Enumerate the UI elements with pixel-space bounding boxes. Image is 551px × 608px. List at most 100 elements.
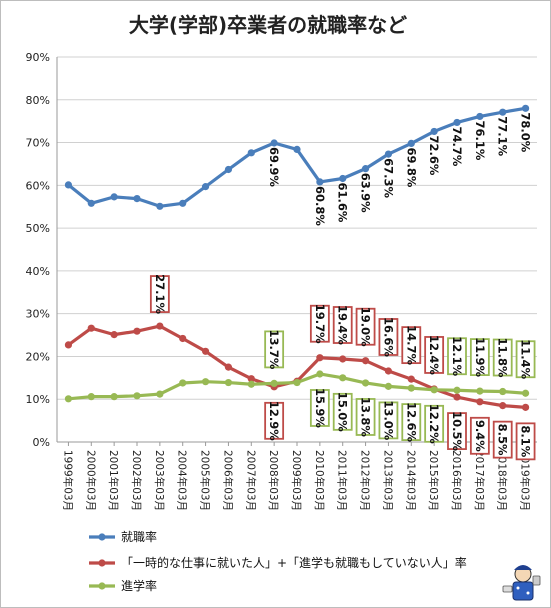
y-tick-label: 80% xyxy=(26,94,50,107)
data-label: 60.8% xyxy=(313,186,327,226)
data-point xyxy=(293,378,301,387)
data-label-box xyxy=(309,389,330,427)
x-tick-label: 2003年03月 xyxy=(153,450,166,511)
data-label-box xyxy=(401,326,422,365)
data-point xyxy=(224,165,233,174)
data-label-group: 19.4% xyxy=(332,305,353,345)
data-label-box xyxy=(469,416,490,455)
data-label: 74.7% xyxy=(450,126,464,166)
data-label-box xyxy=(515,422,536,461)
data-label: 10.5% xyxy=(450,411,464,451)
series-lines xyxy=(64,104,530,411)
data-label-group: 74.7% xyxy=(450,126,464,166)
chart-title: 大学(学部)卒業者の就職率など xyxy=(129,13,407,37)
data-label-group: 61.6% xyxy=(336,183,350,223)
data-label-group: 13.7% xyxy=(264,329,285,370)
legend-swatch-marker xyxy=(98,582,106,590)
x-tick-label: 2012年03月 xyxy=(359,450,372,511)
data-point xyxy=(384,150,393,158)
data-label: 78.0% xyxy=(519,112,533,152)
data-point xyxy=(339,355,347,363)
data-label-box xyxy=(355,307,376,346)
data-point xyxy=(270,139,278,147)
data-label-group: 16.6% xyxy=(378,317,399,357)
data-point xyxy=(521,104,530,112)
data-label-box xyxy=(378,401,399,440)
y-tick-label: 30% xyxy=(26,308,50,321)
data-label-group: 13.8% xyxy=(355,397,376,437)
x-tick-label: 2013年03月 xyxy=(381,450,394,511)
data-label-group: 12.2% xyxy=(424,404,445,444)
data-point xyxy=(156,202,164,210)
data-label-group: 11.4% xyxy=(515,339,536,380)
data-point xyxy=(156,322,164,330)
data-label-box xyxy=(447,337,467,376)
y-tick-label: 70% xyxy=(26,137,50,150)
data-label: 12.4% xyxy=(427,335,441,375)
data-label: 11.8% xyxy=(496,338,510,378)
data-label: 13.0% xyxy=(381,400,395,440)
x-tick-label: 2002年03月 xyxy=(130,450,143,511)
data-point xyxy=(64,395,73,403)
data-point xyxy=(179,199,187,207)
data-point xyxy=(179,379,187,387)
data-label: 19.0% xyxy=(359,307,373,347)
data-label-group: 11.9% xyxy=(469,337,490,378)
data-label: 13.7% xyxy=(267,329,281,369)
x-tick-label: 2018年03月 xyxy=(496,450,509,511)
data-point xyxy=(339,174,347,183)
data-label: 69.8% xyxy=(404,147,418,187)
data-point xyxy=(384,367,393,375)
data-label-group: 27.1% xyxy=(149,274,170,314)
y-axis-ticks: 0% 10% 20% 30% 40% 50% 60% 70% 80% 90% xyxy=(26,51,50,449)
data-label-box xyxy=(401,403,422,442)
data-point xyxy=(247,380,255,388)
data-label-group: 15.9% xyxy=(309,388,330,428)
data-label-group: 69.9% xyxy=(267,147,281,187)
data-label: 15.9% xyxy=(313,388,327,428)
data-label: 13.8% xyxy=(359,397,373,437)
data-label-group: 13.0% xyxy=(378,400,399,441)
x-tick-label: 2009年03月 xyxy=(290,450,303,511)
data-label-group: 72.6% xyxy=(427,135,441,175)
x-tick-label: 2011年03月 xyxy=(336,450,349,511)
data-point xyxy=(316,354,324,362)
x-tick-label: 2010年03月 xyxy=(313,450,326,511)
data-label-box xyxy=(309,304,330,343)
data-label: 12.6% xyxy=(404,402,418,442)
data-point xyxy=(293,145,301,153)
data-label-box xyxy=(332,392,353,431)
data-point xyxy=(361,357,370,365)
data-label-group: 8.1% xyxy=(515,422,536,461)
x-tick-label: 2006年03月 xyxy=(221,450,234,511)
data-point xyxy=(316,178,324,186)
data-point xyxy=(133,194,141,203)
data-point xyxy=(247,149,255,157)
data-label-group: 12.4% xyxy=(424,335,445,375)
data-point xyxy=(476,387,484,395)
data-label-group: 77.1% xyxy=(496,116,510,156)
data-label: 19.7% xyxy=(313,304,327,344)
y-tick-label: 50% xyxy=(26,222,50,235)
data-label: 69.9% xyxy=(267,147,281,187)
data-point xyxy=(110,331,118,339)
data-label-group: 12.6% xyxy=(401,402,422,443)
data-point xyxy=(201,183,210,191)
data-label-box xyxy=(515,340,536,379)
data-label-box xyxy=(424,404,445,443)
x-tick-label: 2005年03月 xyxy=(199,450,212,511)
data-label-group: 11.8% xyxy=(492,338,513,378)
data-point xyxy=(407,139,415,148)
data-label-group: 63.9% xyxy=(359,173,373,213)
x-tick-label: 2016年03月 xyxy=(450,450,463,511)
data-label-group: 78.0% xyxy=(519,112,533,152)
data-point xyxy=(316,370,324,378)
data-point xyxy=(453,386,461,394)
data-label: 77.1% xyxy=(496,116,510,156)
data-point xyxy=(201,347,210,355)
data-point xyxy=(499,108,507,116)
data-label-group: 67.3% xyxy=(381,158,395,198)
data-label-group: 12.1% xyxy=(447,336,467,377)
data-label: 16.6% xyxy=(381,317,395,357)
